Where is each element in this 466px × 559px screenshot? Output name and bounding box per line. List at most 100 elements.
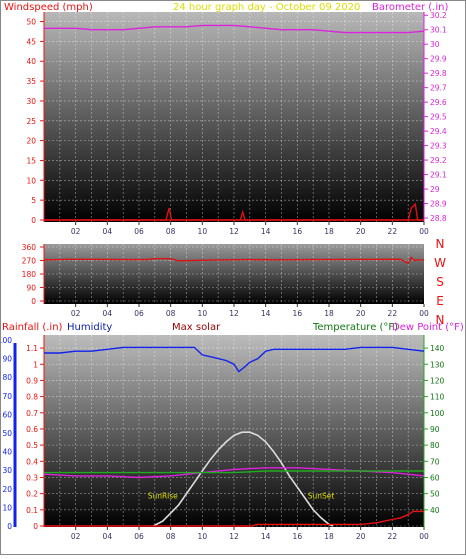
humidity-tick-label-10: 10 — [2, 503, 12, 512]
p3-x-tick-label-04: 04 — [103, 532, 113, 541]
p3-x-tick-label-20: 20 — [356, 532, 366, 541]
p2-x-tick-label-16: 16 — [293, 309, 303, 318]
rainfall-tick-label-0.3: 0.3 — [26, 473, 38, 482]
rainfall-tick-label-0.1: 0.1 — [26, 506, 38, 515]
p1-x-tick-label-02: 02 — [71, 227, 81, 236]
humidity-tick-label-0: 0 — [7, 522, 12, 531]
windspeed-tick-label-25: 25 — [26, 117, 36, 126]
rainfall-line — [44, 510, 424, 527]
p1-x-tick-label-22: 22 — [388, 227, 398, 236]
p1-x-tick-label-16: 16 — [293, 227, 303, 236]
humidity-tick-label-60: 60 — [2, 410, 12, 419]
rainfall-tick-label-0.9: 0.9 — [26, 376, 38, 385]
windspeed-axis-title: Windspeed (mph) — [4, 2, 93, 13]
p2-x-tick-label-04: 04 — [103, 309, 113, 318]
barometer-tick-label-28.9: 28.9 — [430, 200, 447, 209]
temperature-tick-label-140: 140 — [430, 344, 445, 353]
rainfall-tick-label-0: 0 — [33, 522, 38, 531]
rainfall-axis-title: Rainfall (.in) — [2, 322, 63, 333]
rainfall-tick-label-1: 1 — [33, 360, 38, 369]
windspeed-tick-label-10: 10 — [26, 176, 36, 185]
rainfall-tick-label-0.7: 0.7 — [26, 409, 38, 418]
barometer-tick-label-29.4: 29.4 — [430, 127, 447, 136]
axes-wind-direction: 0 90 180 270 360 02 04 06 08 10 12 14 16 18 20 22 00 — [22, 243, 429, 318]
rainfall-tick-label-0.4: 0.4 — [26, 457, 38, 466]
p2-x-tick-label-06: 06 — [134, 309, 144, 318]
sun-annotations: SunRise SunSet — [148, 492, 335, 501]
windspeed-tick-label-40: 40 — [26, 57, 36, 66]
humidity-tick-label-70: 70 — [2, 392, 12, 401]
windspeed-tick-label-20: 20 — [26, 137, 36, 146]
windspeed-tick-label-0: 0 — [31, 216, 36, 225]
p2-x-tick-label-20: 20 — [356, 309, 366, 318]
graph-title: 24 hour graph day - October 09 2020 — [173, 2, 360, 13]
p2-x-tick-label-08: 08 — [166, 309, 176, 318]
rainfall-tick-label-0.2: 0.2 — [26, 490, 38, 499]
p3-x-tick-label-12: 12 — [229, 532, 239, 541]
series-wind-direction — [43, 256, 424, 265]
series-wind-barometer — [44, 24, 425, 221]
humidity-tick-label-100: 100 — [0, 336, 12, 345]
grid-wind-barometer — [44, 12, 424, 222]
p2-x-tick-label-02: 02 — [71, 309, 81, 318]
p1-x-tick-label-08: 08 — [166, 227, 176, 236]
temperature-tick-label-40: 40 — [430, 506, 440, 515]
dewpoint-axis-title: Dew Point (°F) — [392, 322, 464, 333]
compass-label-e: E — [436, 294, 444, 308]
temperature-tick-label-120: 120 — [430, 376, 445, 385]
p3-x-tick-label-08: 08 — [166, 532, 176, 541]
barometer-axis-title: Barometer (.in) — [372, 2, 448, 13]
humidity-axis-title: Humidity — [67, 322, 112, 333]
windspeed-tick-label-15: 15 — [26, 156, 36, 165]
p3-x-tick-label-16: 16 — [293, 532, 303, 541]
temperature-axis-title: Temperature (°F) — [312, 322, 398, 333]
temperature-tick-label-50: 50 — [430, 490, 440, 499]
temperature-tick-label-130: 130 — [430, 360, 445, 369]
p2-x-tick-label-14: 14 — [261, 309, 271, 318]
humidity-tick-label-50: 50 — [2, 429, 12, 438]
p2-x-tick-label-22: 22 — [388, 309, 398, 318]
direction-tick-label-90: 90 — [26, 284, 36, 293]
rainfall-tick-label-1.1: 1.1 — [26, 344, 38, 353]
temperature-tick-label-70: 70 — [430, 457, 440, 466]
humidity-tick-label-90: 90 — [2, 355, 12, 364]
p1-x-tick-label-12: 12 — [229, 227, 239, 236]
barometer-tick-label-29.3: 29.3 — [430, 142, 447, 151]
barometer-tick-label-29: 29 — [430, 185, 440, 194]
barometer-tick-label-29.1: 29.1 — [430, 171, 447, 180]
p3-x-tick-label-22: 22 — [388, 532, 398, 541]
windspeed-tick-label-50: 50 — [26, 18, 36, 27]
barometer-tick-label-29.9: 29.9 — [430, 55, 447, 64]
p3-x-tick-label-00: 00 — [419, 532, 429, 541]
windspeed-tick-label-5: 5 — [31, 196, 36, 205]
barometer-line — [44, 24, 425, 34]
temperature-tick-label-100: 100 — [430, 409, 445, 418]
p2-x-tick-label-00: 00 — [419, 309, 429, 318]
series-humidity-temperature — [43, 346, 425, 527]
barometer-tick-label-29.7: 29.7 — [430, 84, 447, 93]
direction-tick-label-270: 270 — [22, 257, 37, 266]
windspeed-tick-label-30: 30 — [26, 97, 36, 106]
windspeed-tick-label-45: 45 — [26, 37, 36, 46]
rainfall-tick-label-0.5: 0.5 — [26, 441, 38, 450]
dew-point-line — [44, 470, 424, 474]
barometer-tick-label-29.8: 29.8 — [430, 69, 447, 78]
annotation-sunset: SunSet — [308, 492, 335, 501]
humidity-tick-label-20: 20 — [2, 485, 12, 494]
temperature-tick-label-110: 110 — [430, 393, 445, 402]
axes-humidity-temperature: 010203040506070809010000.10.20.30.40.50.… — [0, 335, 445, 541]
windspeed-line — [44, 202, 424, 221]
wind-direction-line — [43, 256, 424, 265]
compass-label-n: N — [436, 313, 445, 327]
p2-x-tick-label-10: 10 — [198, 309, 208, 318]
barometer-tick-label-28.8: 28.8 — [430, 214, 447, 223]
barometer-tick-label-29.2: 29.2 — [430, 156, 447, 165]
rainfall-tick-label-0.8: 0.8 — [26, 393, 38, 402]
temperature-tick-label-60: 60 — [430, 473, 440, 482]
compass-label-n: N — [436, 237, 445, 251]
p1-x-tick-label-04: 04 — [103, 227, 113, 236]
compass-label-s: S — [436, 275, 444, 289]
p3-x-tick-label-06: 06 — [134, 532, 144, 541]
